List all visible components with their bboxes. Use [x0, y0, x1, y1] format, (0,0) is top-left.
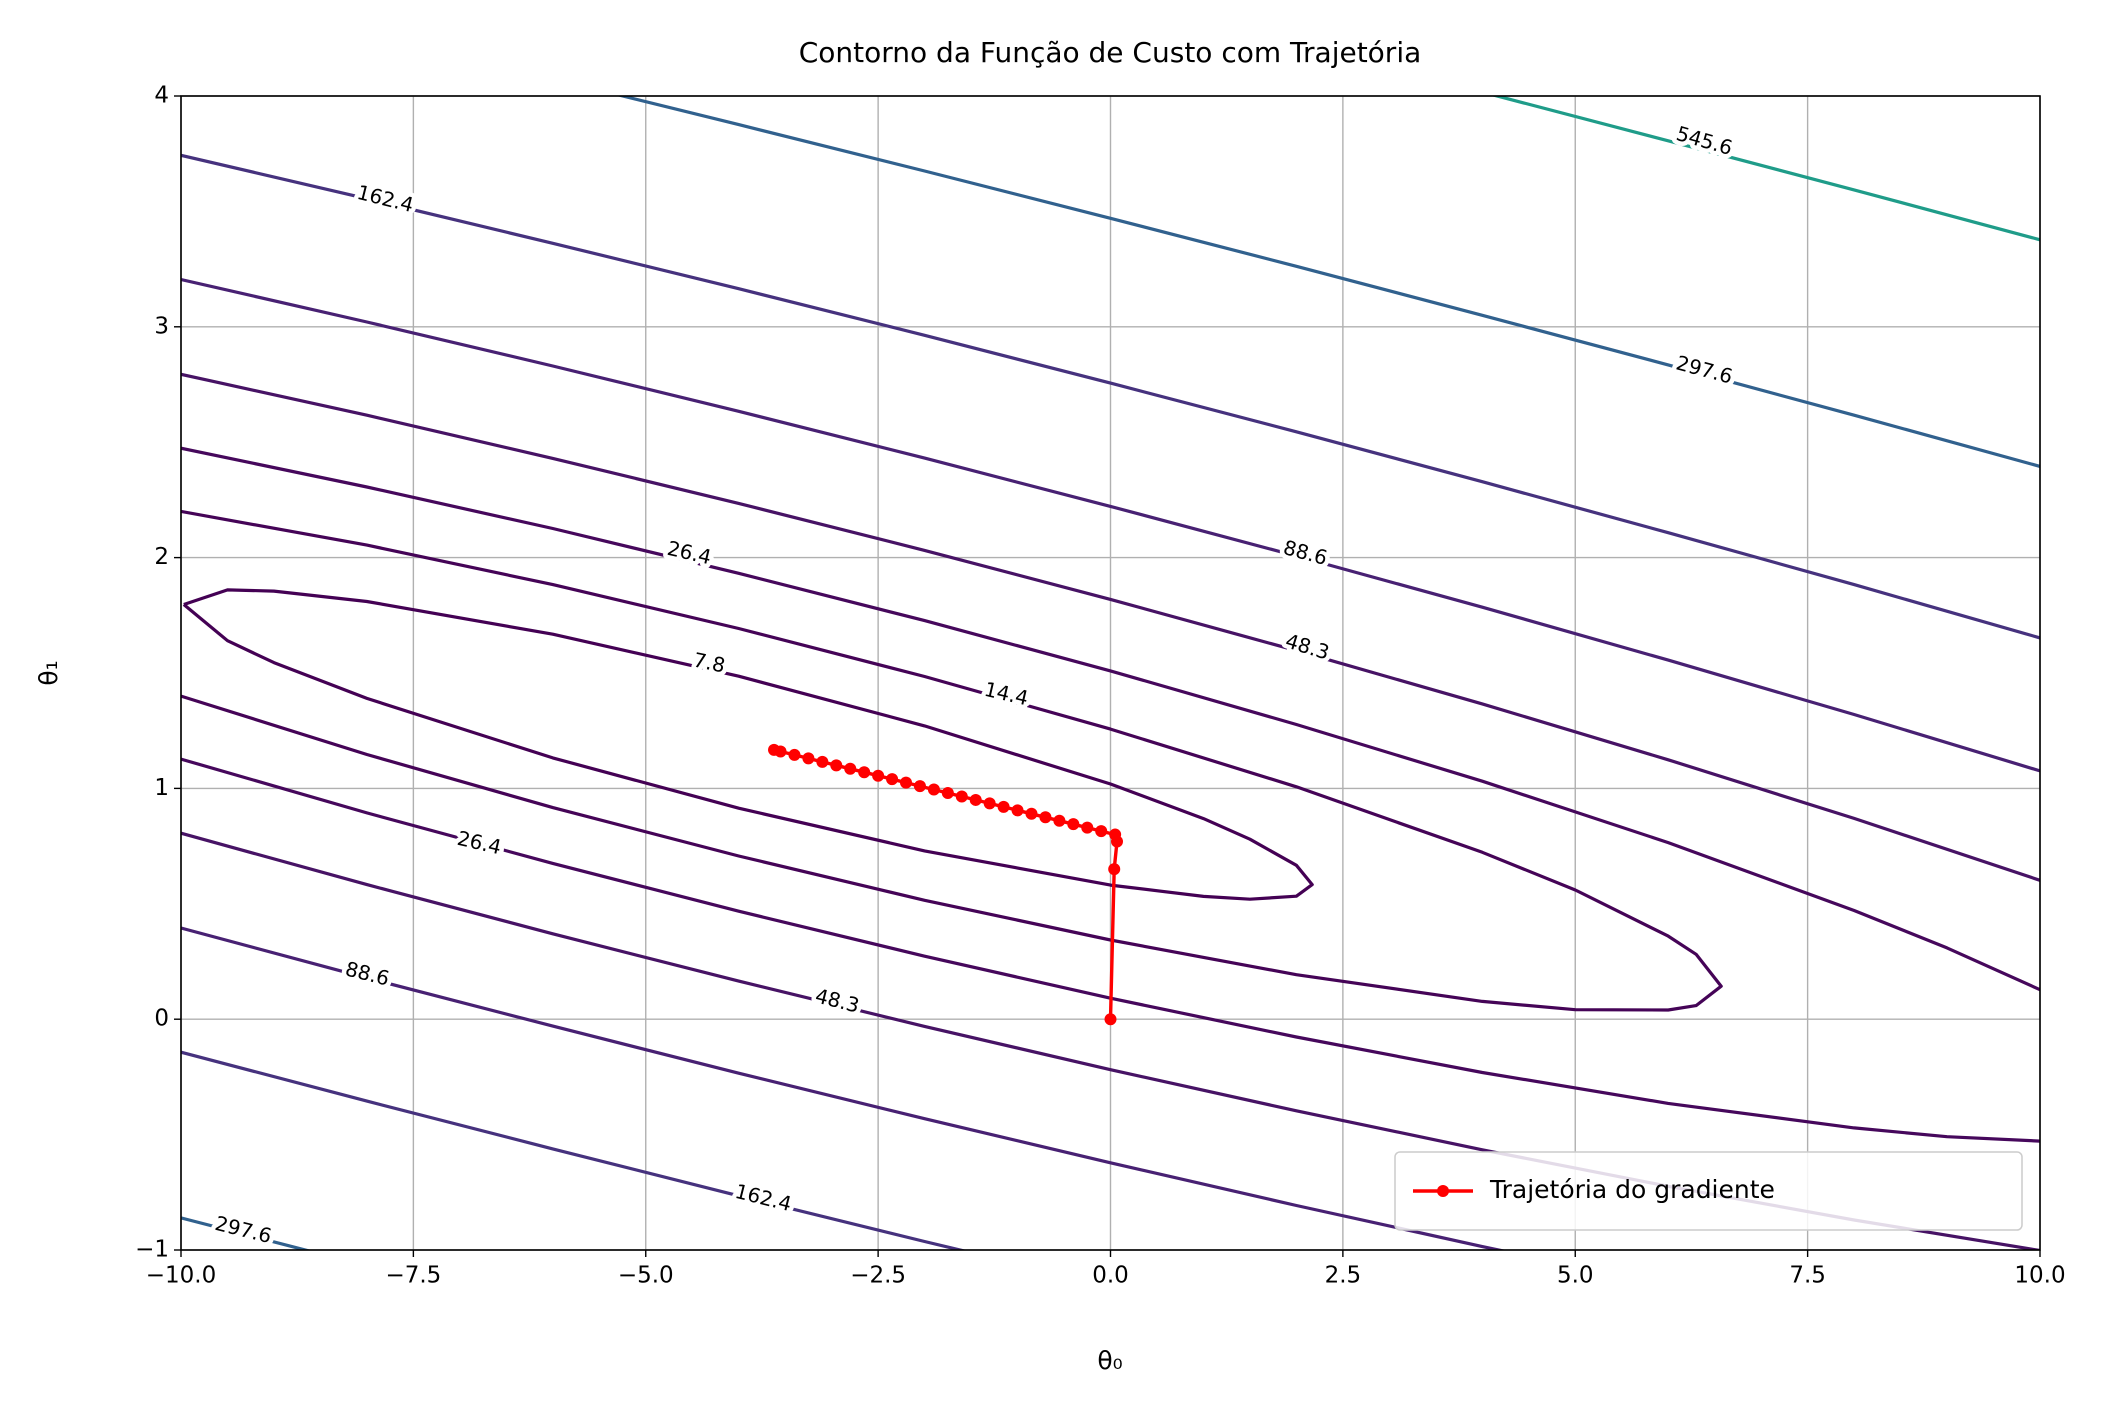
- trajectory-point: [830, 759, 843, 772]
- y-tick-label: 4: [154, 83, 169, 109]
- trajectory-point: [983, 797, 996, 810]
- contour-line: [1490, 96, 2040, 242]
- contour-line: [181, 277, 2040, 1250]
- trajectory-point: [768, 743, 781, 756]
- contour-layer: [181, 96, 2040, 1250]
- trajectory-point: [955, 790, 968, 803]
- trajectory-layer: [768, 743, 1124, 1026]
- trajectory-point: [969, 793, 982, 806]
- trajectory-point: [1067, 818, 1080, 831]
- x-tick-label: −7.5: [385, 1263, 441, 1289]
- legend-label: Trajetória do gradiente: [1489, 1175, 1775, 1204]
- contour-line: [181, 509, 1723, 1012]
- trajectory-point: [872, 769, 885, 782]
- trajectory-point: [1104, 1013, 1117, 1026]
- y-tick-label: −1: [135, 1237, 169, 1263]
- trajectory-point: [1109, 828, 1122, 841]
- x-tick-label: −10.0: [146, 1263, 216, 1289]
- trajectory-point: [1011, 804, 1024, 817]
- contour-line: [181, 153, 2040, 1250]
- trajectory-point: [816, 755, 829, 768]
- legend-box: [1394, 1151, 2023, 1231]
- trajectory-point: [927, 783, 940, 796]
- y-tick-label: 1: [154, 775, 169, 801]
- trajectory-point: [1039, 811, 1052, 824]
- x-tick-label: 2.5: [1325, 1263, 1362, 1289]
- x-tick-label: −2.5: [850, 1263, 906, 1289]
- axes: −10.0 −7.5 −5.0 −2.5 0.0 2.5 5.0 7.5 10.0 −1 0 1 2 3 4: [135, 83, 2066, 1289]
- legend: Trajetória do gradiente: [1394, 1151, 2023, 1231]
- y-tick-label: 3: [154, 313, 169, 339]
- y-axis-label: θ₁: [34, 660, 63, 685]
- trajectory-point: [1053, 814, 1066, 827]
- x-tick-label: 7.5: [1789, 1263, 1826, 1289]
- trajectory-point: [913, 780, 926, 793]
- x-tick-label: −5.0: [618, 1263, 674, 1289]
- trajectory-point: [1081, 821, 1094, 834]
- contour-line: [181, 446, 2040, 1143]
- contour-line: [181, 96, 2040, 1250]
- trajectory-point: [788, 748, 801, 761]
- contour-line: [182, 588, 1314, 901]
- trajectory-point: [997, 800, 1010, 813]
- trajectory-point: [1108, 863, 1121, 876]
- legend-marker: [1437, 1185, 1449, 1197]
- trajectory-point: [900, 776, 913, 789]
- y-tick-label: 2: [154, 544, 169, 570]
- trajectory-point: [858, 766, 871, 779]
- trajectory-point: [802, 752, 815, 765]
- x-tick-label: 10.0: [2014, 1263, 2065, 1289]
- trajectory-point: [886, 773, 899, 786]
- trajectory-point: [1095, 825, 1108, 838]
- x-tick-label: 5.0: [1557, 1263, 1594, 1289]
- x-tick-label: 0.0: [1092, 1263, 1129, 1289]
- chart-title: Contorno da Função de Custo com Trajetór…: [799, 36, 1422, 69]
- trajectory-point: [844, 762, 857, 775]
- trajectory-point: [941, 787, 954, 800]
- x-axis-label: θ₀: [1097, 1346, 1122, 1375]
- y-tick-label: 0: [154, 1006, 169, 1032]
- trajectory-point: [1025, 807, 1038, 820]
